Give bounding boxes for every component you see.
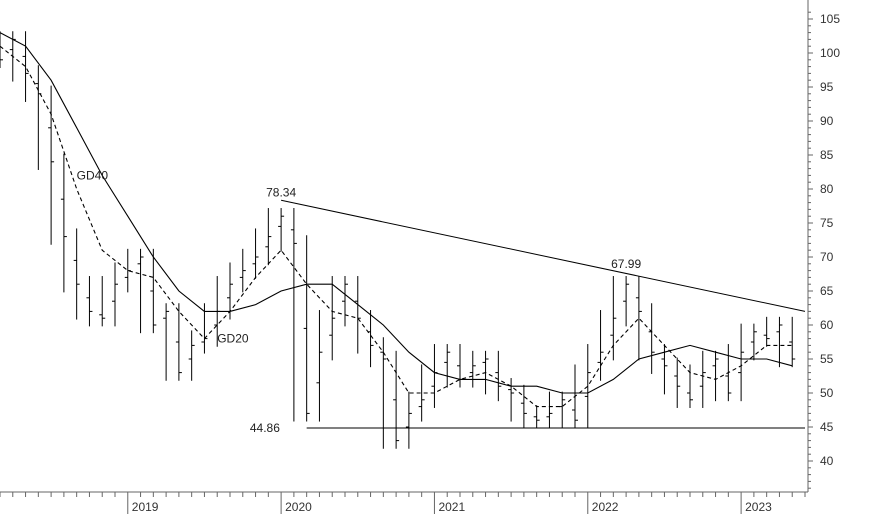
annotation-label: GD40 <box>77 168 109 182</box>
axes: 40 45 50 55 60 65 70 75 80 85 90 95 100 105 2019 2020 20… <box>0 0 840 514</box>
y-tick-label: 45 <box>820 420 834 434</box>
x-tick-label: 2022 <box>592 500 619 514</box>
annotation-label: 78.34 <box>266 185 296 199</box>
y-tick-label: 105 <box>820 12 840 26</box>
y-tick-label: 55 <box>820 352 834 366</box>
x-tick-label: 2021 <box>438 500 465 514</box>
annotations: GD40 GD20 78.34 67.99 44.86 <box>77 168 642 435</box>
y-tick-label: 60 <box>820 318 834 332</box>
y-tick-label: 50 <box>820 386 834 400</box>
trendline-resistance <box>281 199 806 312</box>
y-tick-label: 40 <box>820 454 834 468</box>
x-tick-label: 2023 <box>745 500 772 514</box>
y-tick-label: 100 <box>820 46 840 60</box>
x-tick-label: 2020 <box>285 500 312 514</box>
series-line-gd20 <box>0 45 793 408</box>
series-line-gd40 <box>0 32 793 394</box>
y-tick-label: 70 <box>820 250 834 264</box>
y-tick-label: 95 <box>820 80 834 94</box>
y-tick-label: 75 <box>820 216 834 230</box>
moving-averages <box>0 32 793 408</box>
annotation-label: 67.99 <box>611 257 641 271</box>
y-tick-label: 90 <box>820 114 834 128</box>
trendlines <box>281 199 806 429</box>
y-tick-label: 80 <box>820 182 834 196</box>
price-bars <box>0 31 796 449</box>
annotation-label: GD20 <box>217 332 249 346</box>
annotation-label: 44.86 <box>250 421 280 435</box>
y-tick-label: 65 <box>820 284 834 298</box>
x-tick-label: 2019 <box>132 500 159 514</box>
y-tick-label: 85 <box>820 148 834 162</box>
